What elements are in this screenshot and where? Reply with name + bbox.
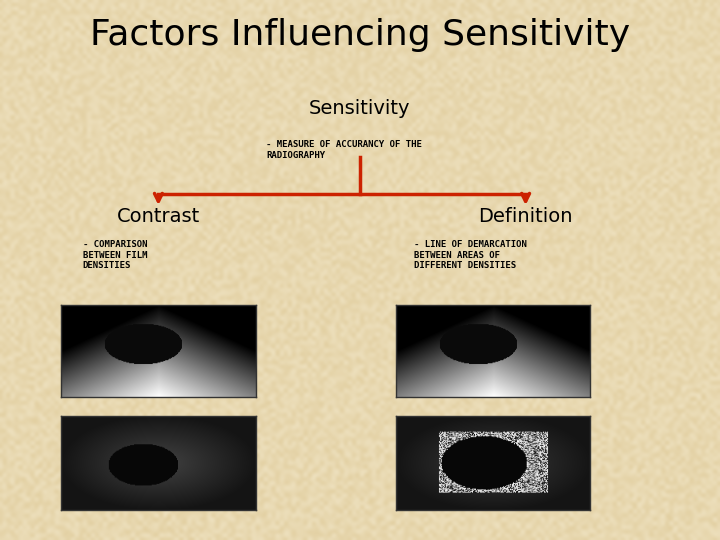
Text: Sensitivity: Sensitivity: [310, 98, 410, 118]
Text: - LINE OF DEMARCATION
BETWEEN AREAS OF
DIFFERENT DENSITIES: - LINE OF DEMARCATION BETWEEN AREAS OF D…: [414, 240, 527, 270]
Text: - COMPARISON
BETWEEN FILM
DENSITIES: - COMPARISON BETWEEN FILM DENSITIES: [83, 240, 148, 270]
Text: - MEASURE OF ACCURANCY OF THE
RADIOGRAPHY: - MEASURE OF ACCURANCY OF THE RADIOGRAPH…: [266, 140, 422, 160]
Text: Factors Influencing Sensitivity: Factors Influencing Sensitivity: [90, 18, 630, 52]
Text: Contrast: Contrast: [117, 206, 200, 226]
Text: Definition: Definition: [478, 206, 573, 226]
